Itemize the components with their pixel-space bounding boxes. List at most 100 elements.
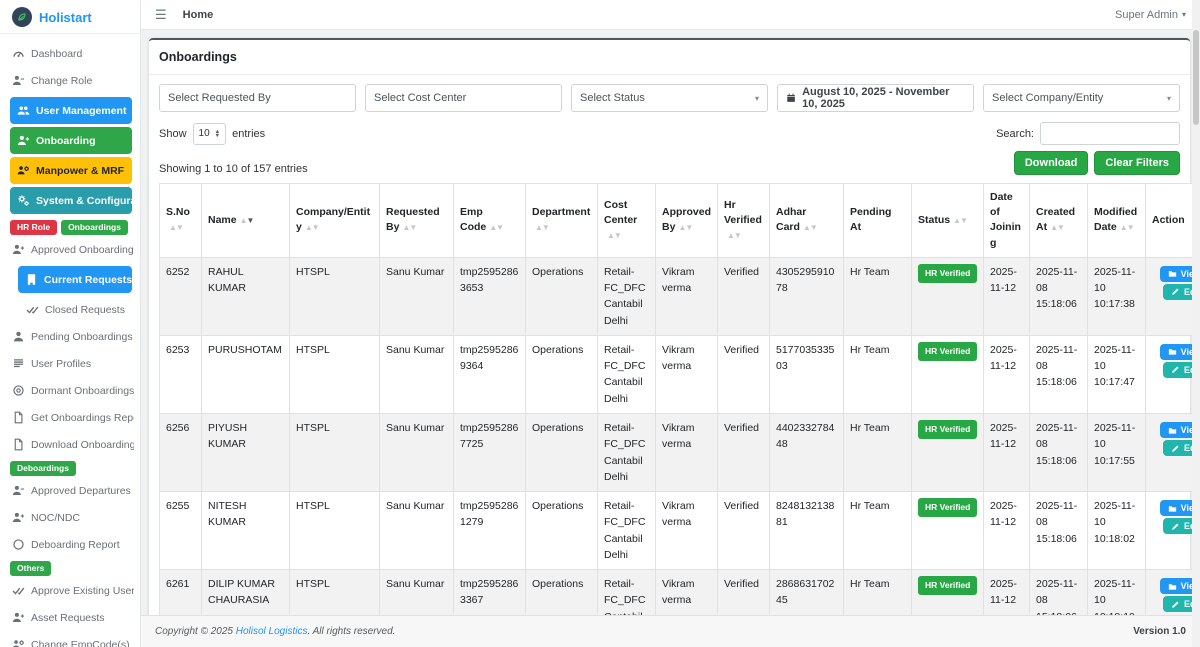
circle-dot-icon xyxy=(12,384,25,397)
sidebar-item-manpower-mrf[interactable]: Manpower & MRF xyxy=(10,157,132,184)
length-search-row: Show 10 ▲ ▼ entries Search: xyxy=(159,122,1180,145)
sidebar-item-user-management[interactable]: User Management xyxy=(10,97,132,124)
sidebar-item-change-role[interactable]: Change Role xyxy=(8,67,134,94)
cell-date_of_joining: 2025-11-12 xyxy=(983,334,1030,415)
cost-center-filter[interactable]: Select Cost Center xyxy=(365,84,562,112)
sidebar-item-label: Asset Requests xyxy=(31,611,105,624)
view-button[interactable]: View xyxy=(1159,422,1200,438)
column-header-s-no[interactable]: S.No ▲▼ xyxy=(159,183,202,258)
table-row: 6256 PIYUSH KUMAR HTSPL Sanu Kumar tmp259528… xyxy=(159,412,1200,493)
column-header-company-entity[interactable]: Company/Entity ▲▼ xyxy=(289,183,380,258)
sidebar-item-closed-requests[interactable]: Closed Requests xyxy=(22,296,134,323)
sort-icon: ▲▼ xyxy=(239,215,255,225)
cell-modified_date: 2025-11-10 10:18:10 xyxy=(1087,569,1146,615)
cell-requested_by: Sanu Kumar xyxy=(379,334,454,415)
menu-toggle-icon[interactable]: ☰ xyxy=(155,6,167,22)
scrollbar-thumb[interactable] xyxy=(1193,30,1199,125)
sidebar-item-label: System & Configuration xyxy=(36,194,132,207)
cell-status: HR Verified xyxy=(911,491,984,571)
page-size-select[interactable]: 10 ▲ ▼ xyxy=(192,122,227,145)
requested-by-filter[interactable]: Select Requested By xyxy=(159,84,356,112)
company-filter[interactable]: Select Company/Entity ▾ xyxy=(983,84,1180,112)
cell-adhar_card: 286863170245 xyxy=(769,569,844,615)
status-placeholder: Select Status xyxy=(580,92,645,104)
sidebar-item-user-profiles[interactable]: User Profiles xyxy=(8,350,134,377)
cell-approved_by: Vikram verma xyxy=(655,412,718,493)
sidebar-item-label: Current Requests xyxy=(44,273,132,286)
sidebar-item-noc-ndc[interactable]: NOC/NDC xyxy=(8,504,134,531)
cell-sno: 6256 xyxy=(159,412,202,493)
breadcrumb-home[interactable]: Home xyxy=(182,8,214,21)
status-badge: HR Verified xyxy=(918,576,978,596)
sidebar-item-deboarding-report[interactable]: Deboarding Report xyxy=(8,531,134,558)
sidebar-item-label: Approved Onboardings xyxy=(31,243,134,256)
column-header-approved-by[interactable]: Approved By ▲▼ xyxy=(655,183,718,258)
cell-hr_verified: Verified xyxy=(717,569,770,615)
sidebar-item-get-onboardings-report[interactable]: Get Onboardings Report xyxy=(8,404,134,431)
check-double-icon xyxy=(12,584,25,597)
cell-status: HR Verified xyxy=(911,334,984,415)
sidebar-item-change-empcode-s[interactable]: Change EmpCode(s) xyxy=(8,631,134,647)
view-button[interactable]: View xyxy=(1159,500,1200,517)
column-header-department[interactable]: Department ▲▼ xyxy=(525,183,598,258)
sidebar-item-approved-departures[interactable]: Approved Departures xyxy=(8,477,134,504)
column-header-modified-date[interactable]: Modified Date ▲▼ xyxy=(1087,183,1146,258)
cell-emp_code: tmp25952863653 xyxy=(453,256,526,336)
sort-icon: ▲▼ xyxy=(1050,223,1065,233)
sidebar-item-dashboard[interactable]: Dashboard xyxy=(8,40,134,67)
user-icon xyxy=(12,330,25,343)
sidebar-item-label: Change EmpCode(s) xyxy=(31,638,130,647)
cell-date_of_joining: 2025-11-12 xyxy=(983,491,1030,571)
status-badge: HR Verified xyxy=(918,420,978,440)
list-icon xyxy=(12,357,25,370)
sidebar-item-approved-onboardings[interactable]: Approved Onboardings xyxy=(8,236,134,263)
sidebar-item-label: Get Onboardings Report xyxy=(31,411,134,424)
view-button[interactable]: View xyxy=(1159,343,1200,360)
column-header-created-at[interactable]: Created At ▲▼ xyxy=(1029,183,1088,258)
column-header-emp-code[interactable]: Emp Code ▲▼ xyxy=(453,183,526,258)
column-header-hr-verified[interactable]: Hr Verified ▲▼ xyxy=(717,183,770,258)
sidebar-item-asset-requests[interactable]: Asset Requests xyxy=(8,604,134,631)
sidebar-item-pending-onboardings[interactable]: Pending Onboardings xyxy=(8,323,134,350)
user-menu[interactable]: Super Admin ▾ xyxy=(1115,9,1186,21)
download-button[interactable]: Download xyxy=(1013,151,1089,175)
cell-hr_verified: Verified xyxy=(717,491,770,571)
requested-by-placeholder: Select Requested By xyxy=(168,92,271,104)
copyright-company-link[interactable]: Holisol Logistics xyxy=(235,626,308,637)
cell-status: HR Verified xyxy=(911,569,984,615)
search-input[interactable] xyxy=(1040,122,1180,145)
users-gear-icon xyxy=(12,638,25,647)
cell-hr_verified: Verified xyxy=(717,412,770,493)
column-header-adhar-card[interactable]: Adhar Card ▲▼ xyxy=(769,183,844,258)
sidebar-item-approve-existing-users-requests[interactable]: Approve Existing Users Requests xyxy=(8,577,134,604)
chevron-down-icon: ▾ xyxy=(1181,10,1186,19)
status-badge: HR Verified xyxy=(918,341,978,362)
cell-action: ViewEdit xyxy=(1145,334,1200,415)
sort-icon: ▲▼ xyxy=(727,231,742,241)
sidebar-item-onboarding[interactable]: Onboarding xyxy=(10,127,132,154)
cell-cost_center: Retail-FC_DFC Cantabil Delhi xyxy=(597,256,656,336)
sidebar-item-download-onboardings-report[interactable]: Download Onboardings Report xyxy=(8,431,134,458)
card-header: Onboardings xyxy=(149,40,1190,75)
cell-pending_at: Hr Team xyxy=(843,256,912,336)
view-button[interactable]: View xyxy=(1159,265,1200,282)
clear-filters-button[interactable]: Clear Filters xyxy=(1094,151,1180,175)
cell-approved_by: Vikram verma xyxy=(655,491,718,571)
sidebar-item-dormant-onboardings[interactable]: Dormant Onboardings xyxy=(8,377,134,404)
view-button[interactable]: View xyxy=(1159,578,1200,595)
column-header-status[interactable]: Status ▲▼ xyxy=(911,183,984,258)
status-filter[interactable]: Select Status ▾ xyxy=(571,84,768,112)
column-label: Requested By xyxy=(386,206,440,234)
column-header-cost-center[interactable]: Cost Center ▲▼ xyxy=(597,183,656,258)
sort-icon: ▲▼ xyxy=(953,215,968,225)
column-header-requested-by[interactable]: Requested By ▲▼ xyxy=(379,183,454,258)
cell-company: HTSPL xyxy=(289,412,380,493)
column-header-name[interactable]: Name ▲▼ xyxy=(201,183,290,258)
sidebar-item-system-configuration[interactable]: System & Configuration xyxy=(10,187,132,214)
date-range-filter[interactable]: August 10, 2025 - November 10, 2025 xyxy=(777,84,974,112)
column-label: S.No xyxy=(166,206,190,219)
cell-name: RAHUL KUMAR xyxy=(201,256,290,336)
sidebar-item-current-requests[interactable]: Current Requests xyxy=(18,266,132,293)
brand[interactable]: Holistart xyxy=(0,0,140,34)
column-header-date-of-joining: Date of Joining xyxy=(983,183,1030,258)
